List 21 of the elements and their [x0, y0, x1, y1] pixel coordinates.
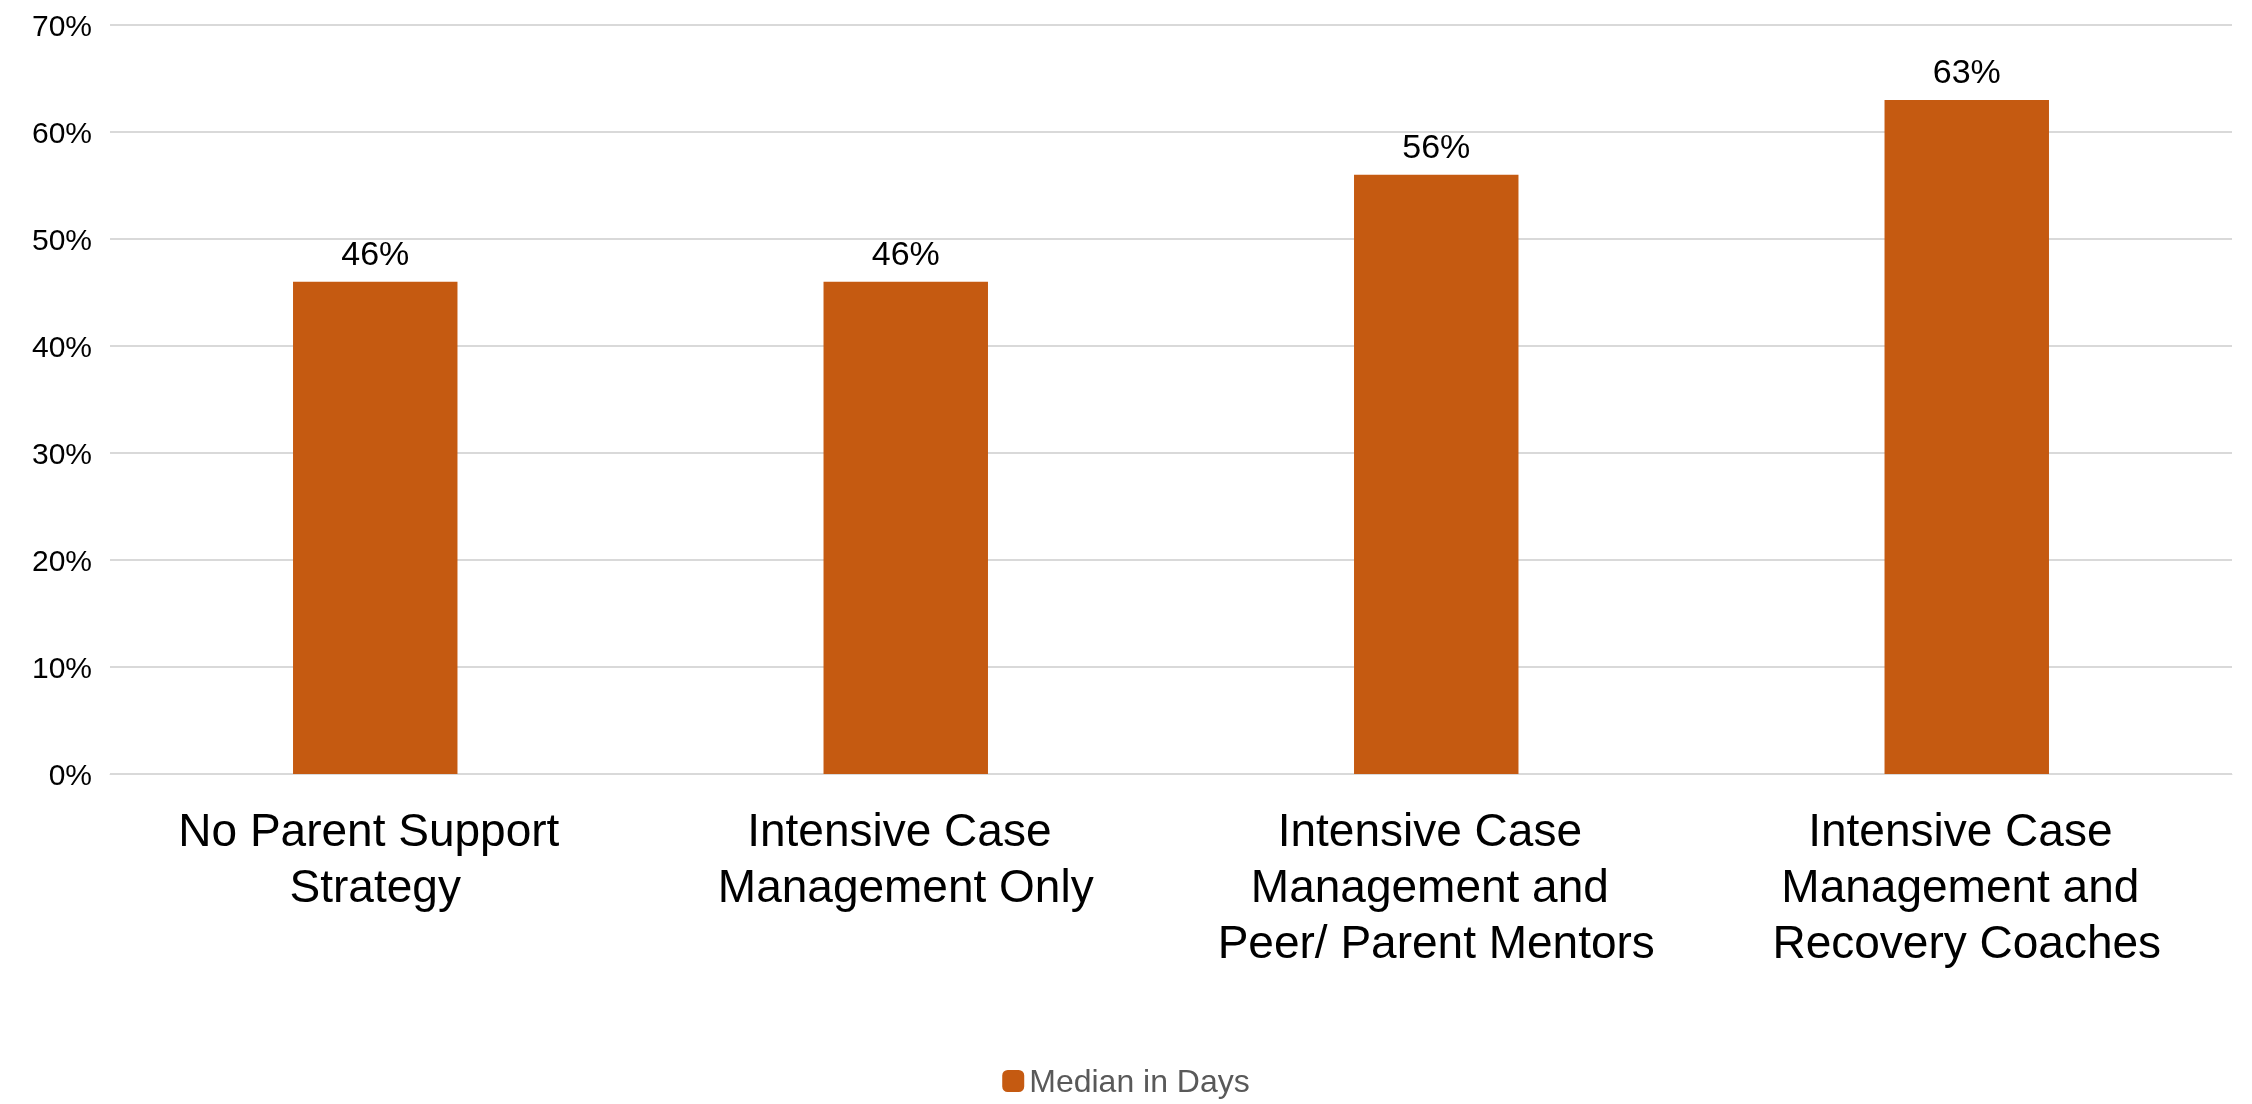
- bar: [1884, 99, 2049, 774]
- y-tick-label: 50%: [31, 222, 92, 256]
- bar: [1354, 174, 1519, 774]
- y-tick-label: 30%: [31, 436, 92, 470]
- data-label: 46%: [871, 233, 940, 272]
- x-tick-label: Intensive Case Management and Recovery Coaches: [1772, 804, 2162, 968]
- data-label: 46%: [341, 233, 410, 272]
- y-tick-label: 70%: [31, 8, 92, 42]
- legend-label: Median in Days: [1029, 1063, 1250, 1099]
- y-tick-label: 40%: [31, 329, 92, 363]
- x-tick-label: No Parent Support Strategy: [178, 804, 573, 912]
- y-tick-label: 60%: [31, 115, 92, 149]
- x-tick-label: Intensive Case Management Only: [717, 804, 1094, 912]
- bar: [823, 281, 988, 774]
- y-tick-label: 10%: [31, 650, 92, 684]
- y-tick-label: 0%: [48, 757, 92, 791]
- y-tick-label: 20%: [31, 543, 92, 577]
- bar: [293, 281, 458, 774]
- data-label: 63%: [1932, 51, 2001, 90]
- x-tick-label: Intensive Case Management and Peer/ Parent Mentors: [1217, 804, 1655, 968]
- data-label: 56%: [1402, 126, 1471, 165]
